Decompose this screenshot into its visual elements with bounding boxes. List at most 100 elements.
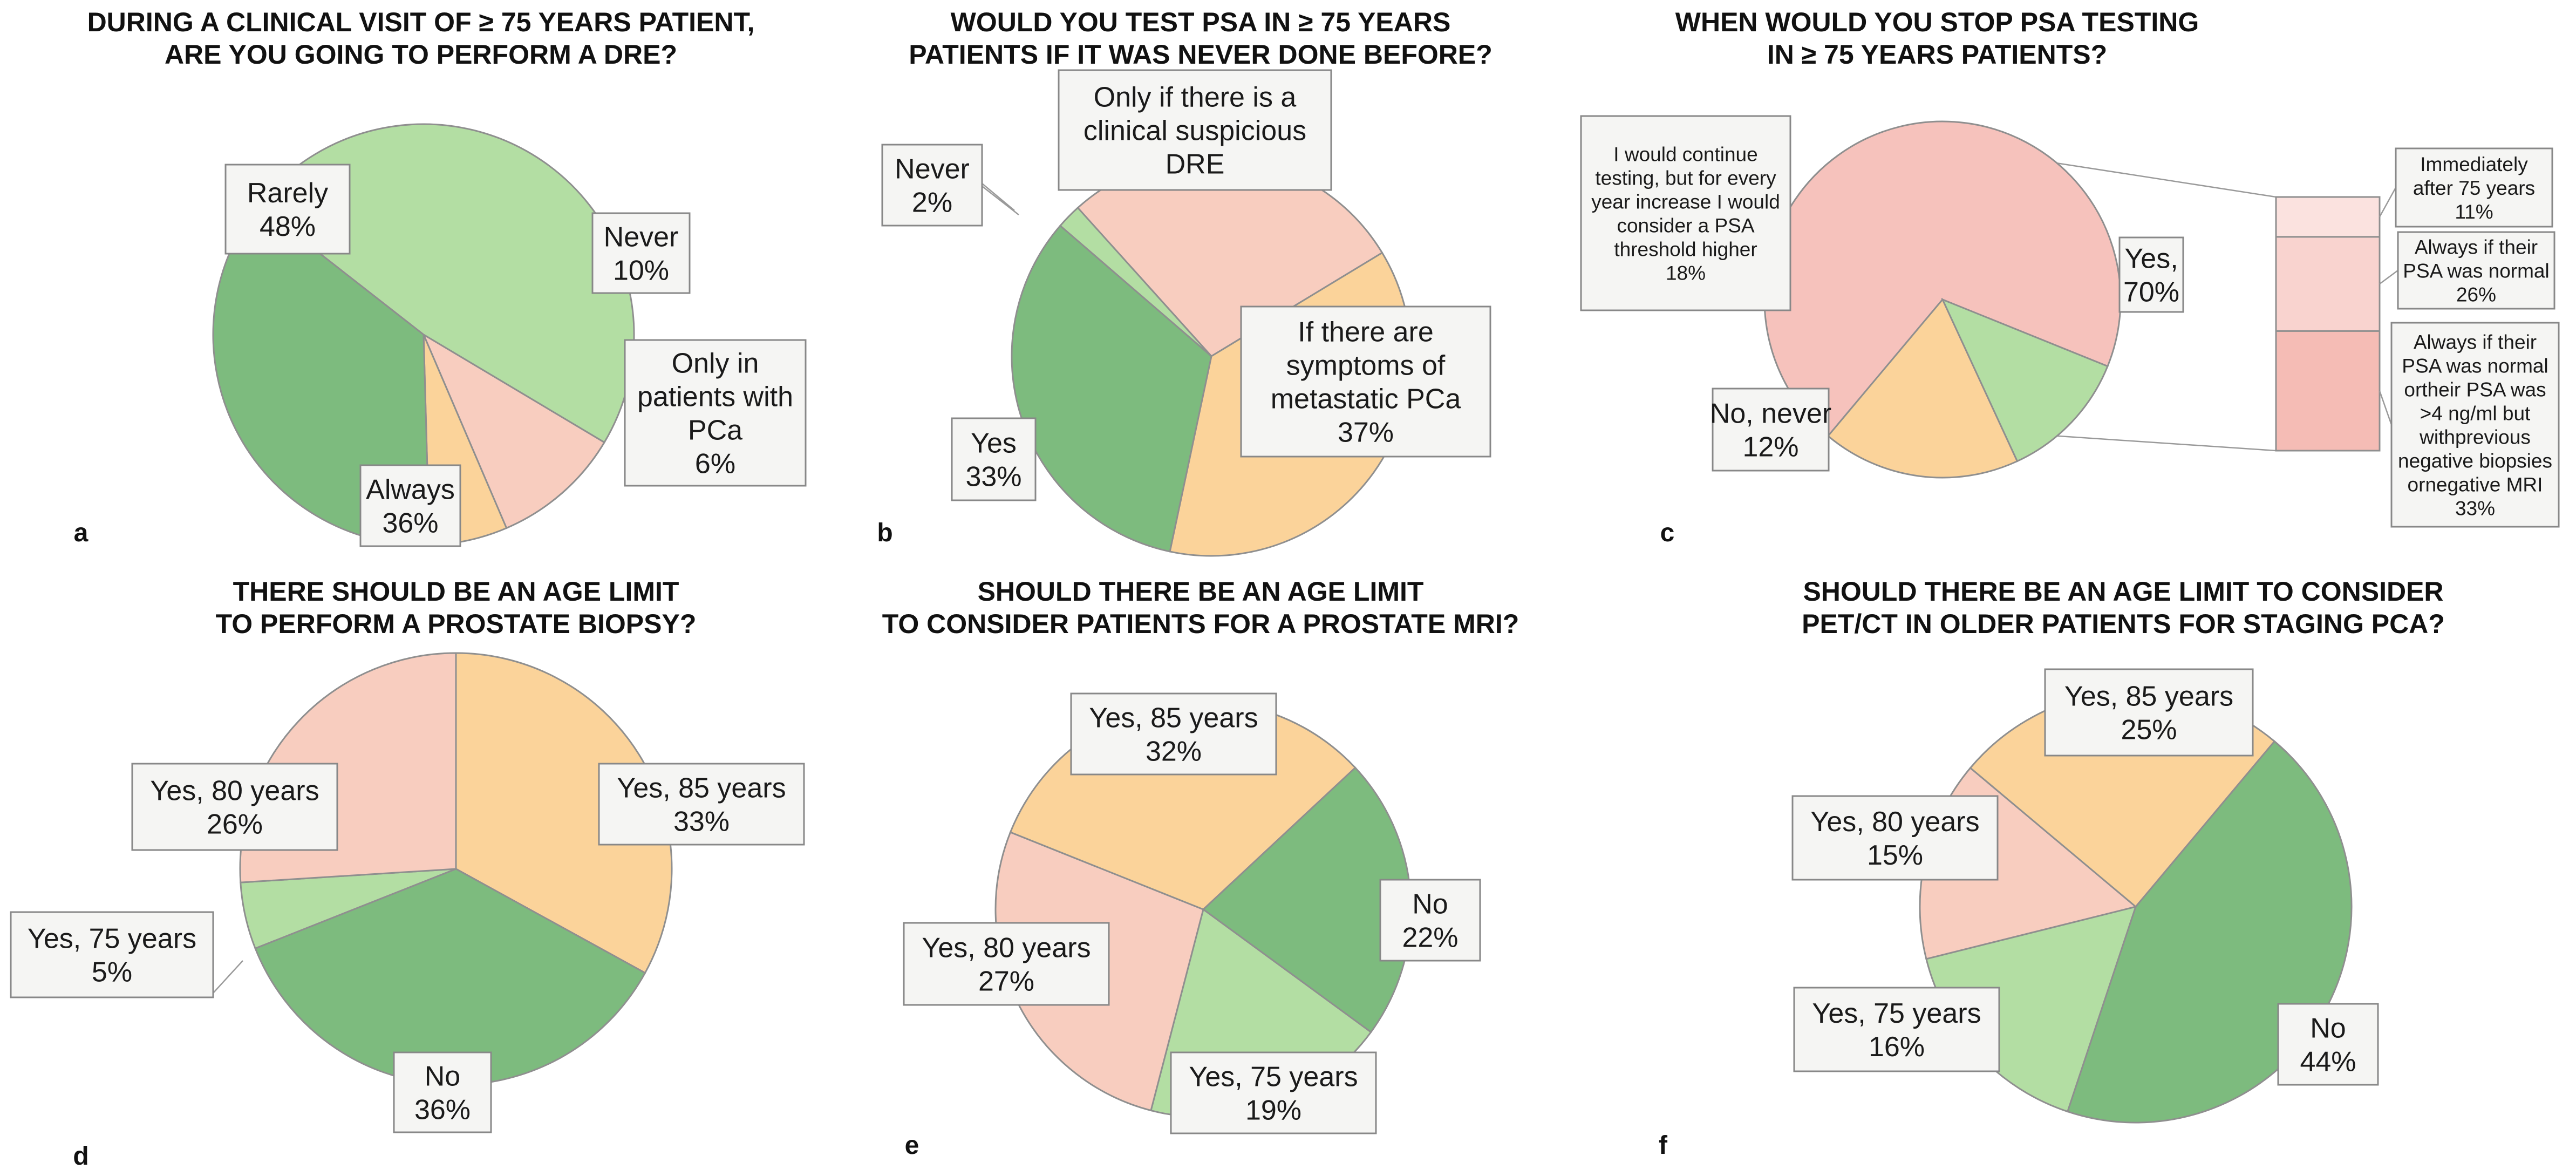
slice-label-line: 37%: [1338, 417, 1394, 448]
slice-label-line: 2%: [912, 187, 952, 219]
slice-label-box: [393, 1051, 492, 1133]
bar-segment: [2275, 330, 2381, 452]
panel-letter: e: [905, 1131, 919, 1160]
slice-label-line: 33%: [673, 806, 730, 838]
leader-line: [213, 960, 243, 994]
slice-label-box: [224, 164, 351, 255]
chart-title: SHOULD THERE BE AN AGE LIMIT TO CONSIDER: [1803, 576, 2443, 607]
panel-letter: d: [73, 1142, 88, 1171]
leader-line: [982, 183, 1015, 211]
slice-label-line: Yes, 75 years: [1189, 1062, 1358, 1093]
slice-label-line: 36%: [414, 1095, 471, 1126]
breakdown-label-line: Always if their: [2414, 331, 2537, 353]
slice-label-box: [1070, 692, 1277, 776]
breakdown-label-line: PSA was normal: [2403, 260, 2549, 282]
slice-label-line: Yes, 85 years: [2064, 681, 2233, 712]
slice-label-line: 33%: [965, 461, 1021, 493]
chart-title: PATIENTS IF IT WAS NEVER DONE BEFORE?: [909, 39, 1493, 70]
slice-label-line: Only if there is a: [1094, 82, 1297, 113]
breakdown-label-box: [2390, 322, 2560, 528]
slice-label-line: Never: [895, 154, 970, 185]
slice-label-line: 48%: [260, 211, 316, 242]
slice-label-line: No: [1412, 889, 1448, 920]
breakdown-label-line: 33%: [2455, 497, 2495, 519]
pie-slice: [1827, 298, 2019, 479]
slice-label-line: 22%: [1402, 922, 1458, 954]
slice-label-line: 5%: [92, 957, 132, 988]
breakdown-label-line: ortheir PSA was: [2404, 378, 2546, 400]
slice-label-line: 70%: [2123, 277, 2179, 308]
slice-label-box: [1791, 795, 1999, 881]
slice-label-line: Yes, 75 years: [1812, 998, 1981, 1029]
slice-label-line: 36%: [382, 508, 438, 539]
chart-title: THERE SHOULD BE AN AGE LIMIT: [233, 576, 679, 607]
slice-label-line: 12%: [1742, 432, 1798, 463]
slice-label-line: consider a PSA: [1617, 214, 1754, 236]
slice-label-line: Yes, 80 years: [150, 776, 319, 807]
slice-label-box: [1712, 388, 1830, 472]
breakdown-label-line: Always if their: [2415, 236, 2538, 258]
breakdown-label-line: withprevious: [2419, 426, 2531, 448]
chart-title: WHEN WOULD YOU STOP PSA TESTING: [1675, 7, 2199, 37]
slice-label-line: symptoms of: [1286, 350, 1446, 382]
leader-line: [2379, 269, 2398, 285]
breakdown-label-line: >4 ng/ml but: [2420, 402, 2531, 424]
bar-segment: [2275, 196, 2381, 238]
slice-label-line: Yes,: [2124, 243, 2178, 275]
slice-label-line: I would continue: [1613, 143, 1757, 165]
slice-label-box: [131, 763, 338, 851]
pie-slice: [421, 332, 606, 529]
slice-label-box: [903, 922, 1110, 1006]
breakdown-label-line: after 75 years: [2413, 177, 2535, 199]
slice-label-box: [2118, 236, 2184, 313]
breakdown-label-line: 26%: [2456, 283, 2496, 305]
slice-label-line: 27%: [978, 966, 1034, 997]
breakdown-label-line: 11%: [2455, 201, 2493, 223]
slice-label-line: 10%: [613, 255, 669, 287]
chart-title: SHOULD THERE BE AN AGE LIMIT: [978, 576, 1424, 607]
slice-label-line: patients with: [637, 382, 793, 413]
pie-slice: [1941, 298, 2109, 463]
slice-label-line: Always: [366, 474, 455, 506]
slice-label-line: metastatic PCa: [1271, 384, 1461, 415]
leader-line: [2379, 187, 2397, 217]
slice-label-box: [1058, 69, 1332, 191]
slice-label-line: Never: [604, 222, 679, 253]
slice-label-line: PCa: [688, 415, 742, 446]
pie-slice: [1763, 120, 2122, 437]
chart-title: DURING A CLINICAL VISIT OF ≥ 75 YEARS PA…: [87, 7, 755, 37]
slice-label-line: 18%: [1666, 262, 1706, 284]
slice-label-line: testing, but for every: [1595, 167, 1776, 189]
chart-title: PET/CT IN OLDER PATIENTS FOR STAGING PCA…: [1802, 609, 2445, 639]
slice-label-box: [624, 339, 807, 487]
breakdown-label-box: [2395, 147, 2553, 228]
bar-segment: [2275, 236, 2381, 332]
panel-letter: f: [1659, 1131, 1668, 1160]
pie-slice: [455, 652, 673, 974]
slice-label-line: 32%: [1146, 736, 1202, 767]
slice-label-box: [881, 144, 983, 227]
chart-title: WOULD YOU TEST PSA IN ≥ 75 YEARS: [951, 7, 1451, 37]
slice-label-box: [951, 417, 1037, 501]
slice-label-box: [1170, 1051, 1377, 1134]
panel-letter: a: [74, 519, 88, 547]
slice-label-line: 26%: [207, 809, 263, 840]
slice-label-line: 16%: [1869, 1031, 1925, 1063]
